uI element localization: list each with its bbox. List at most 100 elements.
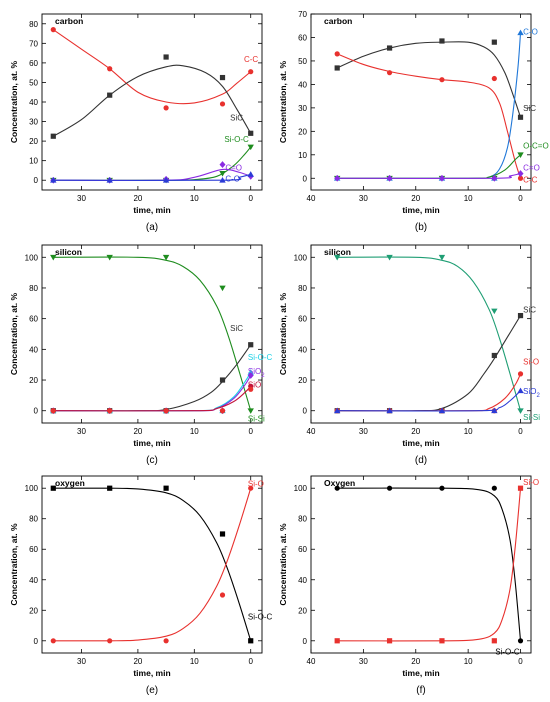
data-point <box>517 170 524 177</box>
series-label: Si-O <box>523 478 539 487</box>
panel-title: oxygen <box>55 478 85 488</box>
series-si-o: Si-O <box>50 480 264 644</box>
data-point <box>247 372 254 379</box>
data-point <box>517 29 524 36</box>
panel-title: carbon <box>324 16 352 26</box>
series-o-c-o: O-C=O <box>333 141 549 182</box>
data-point <box>491 75 497 82</box>
data-point <box>386 254 393 261</box>
series-si-si: Si-Si <box>50 254 265 423</box>
x-tick-label: 20 <box>133 194 142 203</box>
series-line <box>337 315 521 412</box>
series-label: Si-O <box>248 480 264 489</box>
y-tick-label: 60 <box>298 545 307 554</box>
x-tick-label: 30 <box>359 657 368 666</box>
data-point <box>163 485 169 491</box>
data-point <box>491 39 497 45</box>
y-tick-label: 40 <box>29 345 38 354</box>
data-point <box>517 312 524 319</box>
data-point <box>517 371 524 377</box>
y-axis-label: Concentration, at. % <box>9 292 19 375</box>
x-tick-label: 10 <box>464 657 473 666</box>
series-label: SiC <box>523 305 536 314</box>
series-label: C-C <box>523 175 537 184</box>
series-si-o-c: Si-O-C <box>50 135 254 184</box>
y-tick-label: 100 <box>294 484 308 493</box>
y-axis-label: Concentration, at. % <box>9 60 19 143</box>
data-point <box>517 408 524 414</box>
x-axis-label: time, min <box>133 668 170 678</box>
series-line <box>53 173 251 181</box>
series-sic: SiC <box>50 54 254 139</box>
panel-title: Oxygen <box>324 478 355 488</box>
data-point <box>106 177 113 183</box>
data-point <box>439 38 445 44</box>
data-point <box>438 254 446 261</box>
series-c-o: C-O <box>333 28 538 181</box>
x-tick-label: 20 <box>411 657 420 666</box>
data-point <box>247 144 254 151</box>
data-point <box>219 101 226 107</box>
y-tick-label: 80 <box>298 284 307 293</box>
y-tick-label: 30 <box>29 118 38 127</box>
data-point <box>219 531 226 537</box>
y-tick-label: 20 <box>29 376 38 385</box>
x-tick-label: 40 <box>307 427 316 436</box>
data-point <box>163 54 169 60</box>
series-label: Si-O-C <box>248 612 273 621</box>
series-label: SiC <box>230 324 243 333</box>
data-point <box>219 592 226 598</box>
x-tick-label: 0 <box>518 657 523 666</box>
data-point <box>163 638 169 644</box>
y-tick-label: 40 <box>298 576 307 585</box>
x-axis-label: time, min <box>402 438 439 448</box>
data-point <box>107 408 113 414</box>
data-point <box>219 177 226 183</box>
series-label: Si-O-C <box>495 647 520 656</box>
data-point <box>50 638 56 644</box>
y-tick-label: 50 <box>29 78 38 87</box>
data-point <box>247 171 254 177</box>
data-point <box>438 174 445 182</box>
panel-caption: (b) <box>415 222 427 233</box>
series-sio2: SiO2 <box>333 387 540 414</box>
y-tick-label: 60 <box>29 545 38 554</box>
series-label: Si-O-C <box>224 135 249 144</box>
y-tick-label: 40 <box>29 98 38 107</box>
panel-caption: (c) <box>146 455 158 466</box>
series-sic: SiC <box>334 38 536 120</box>
series-c-c: C-C <box>50 27 258 111</box>
data-point <box>50 177 57 183</box>
data-point <box>248 485 254 491</box>
chart-panel-b: 40 30 20 10 0 0 10 20 30 40 50 60 70 time, min Concent… <box>278 10 549 233</box>
plot-frame <box>310 13 532 191</box>
y-axis-label: Concentration, at. % <box>278 60 288 143</box>
data-point <box>386 45 393 51</box>
y-tick-label: 50 <box>298 57 307 66</box>
data-point <box>50 254 57 261</box>
x-tick-label: 10 <box>190 194 199 203</box>
series-line <box>53 385 252 412</box>
series-line <box>337 390 521 412</box>
data-point <box>50 27 56 33</box>
data-point <box>334 485 340 491</box>
y-tick-label: 0 <box>303 407 308 416</box>
data-point <box>107 66 113 72</box>
series-label: C-C <box>244 55 258 64</box>
data-point <box>386 407 393 414</box>
series-label: C=O <box>523 164 540 173</box>
series-c-o: C=O <box>334 164 540 182</box>
y-tick-label: 40 <box>29 576 38 585</box>
y-tick-label: 70 <box>29 39 38 48</box>
data-point <box>517 175 524 181</box>
data-point <box>517 485 524 491</box>
data-point <box>248 69 254 75</box>
y-tick-label: 40 <box>298 80 307 89</box>
y-tick-label: 60 <box>298 315 307 324</box>
y-tick-label: 80 <box>29 284 38 293</box>
y-tick-label: 20 <box>29 137 38 146</box>
data-point <box>50 408 56 414</box>
y-axis-label: Concentration, at. % <box>278 523 288 606</box>
y-tick-label: 20 <box>298 606 307 615</box>
